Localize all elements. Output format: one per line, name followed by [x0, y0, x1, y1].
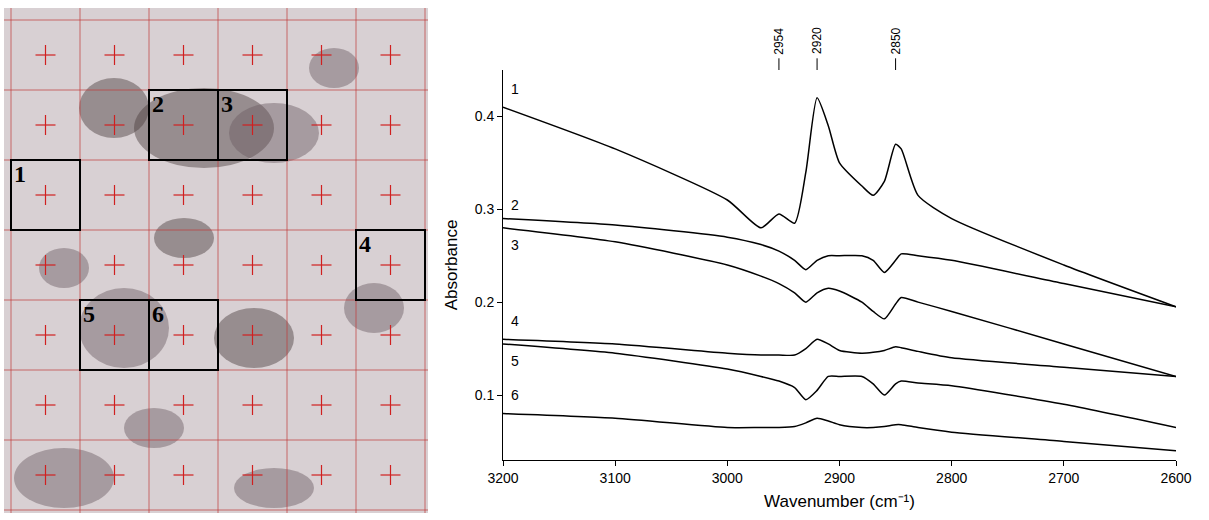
svg-text:5: 5	[83, 301, 95, 327]
svg-text:3: 3	[511, 237, 519, 253]
svg-text:6: 6	[511, 387, 519, 403]
svg-text:2800: 2800	[936, 470, 967, 486]
svg-text:0.2: 0.2	[475, 294, 495, 310]
svg-text:3000: 3000	[712, 470, 743, 486]
svg-text:2600: 2600	[1160, 470, 1191, 486]
svg-text:0.3: 0.3	[475, 201, 495, 217]
svg-text:4: 4	[359, 231, 371, 257]
svg-text:2: 2	[511, 197, 519, 213]
svg-text:5: 5	[511, 353, 519, 369]
svg-text:1: 1	[511, 81, 519, 97]
svg-text:6: 6	[152, 301, 164, 327]
svg-text:3100: 3100	[600, 470, 631, 486]
svg-text:2954: 2954	[772, 28, 786, 55]
svg-text:0.1: 0.1	[475, 387, 495, 403]
svg-text:Absorbance: Absorbance	[442, 220, 461, 311]
svg-text:2900: 2900	[824, 470, 855, 486]
svg-text:2: 2	[152, 91, 164, 117]
svg-text:1: 1	[14, 161, 26, 187]
svg-text:2920: 2920	[810, 27, 824, 54]
svg-text:2850: 2850	[889, 27, 903, 54]
svg-text:0.4: 0.4	[475, 108, 495, 124]
svg-text:4: 4	[511, 313, 519, 329]
svg-text:3200: 3200	[487, 470, 518, 486]
svg-text:2700: 2700	[1048, 470, 1079, 486]
svg-text:3: 3	[221, 91, 233, 117]
svg-text:Wavenumber (cm⁻¹): Wavenumber (cm⁻¹)	[764, 492, 915, 511]
